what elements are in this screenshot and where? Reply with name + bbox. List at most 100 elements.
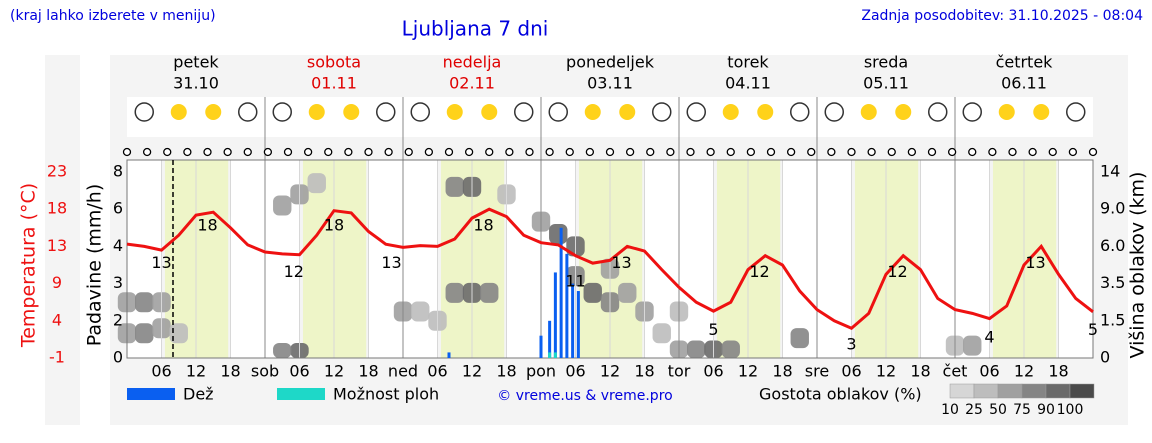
evening-stripe bbox=[920, 160, 955, 358]
wind-calm bbox=[565, 147, 574, 157]
day-name: sobota bbox=[307, 53, 361, 72]
night-stripe bbox=[955, 160, 990, 358]
wind-calm bbox=[1008, 147, 1017, 157]
x-tick-label: 06 bbox=[703, 362, 723, 381]
temp-label: 13 bbox=[381, 253, 401, 272]
x-tick-label: 06 bbox=[565, 362, 585, 381]
legend-label: Možnost ploh bbox=[333, 385, 439, 404]
x-tick-label: 18 bbox=[496, 362, 516, 381]
wind-calm bbox=[746, 147, 756, 157]
wind-calm bbox=[646, 147, 655, 157]
x-tick-label: 18 bbox=[772, 362, 792, 381]
evening-stripe bbox=[1058, 160, 1093, 358]
moon-icon bbox=[790, 102, 810, 122]
wind-calm bbox=[525, 147, 534, 157]
x-tick-label: 18 bbox=[358, 362, 378, 381]
precip-bar bbox=[553, 352, 557, 358]
y2-axis-title: Višina oblakov (km) bbox=[1127, 172, 1149, 359]
moon-icon bbox=[824, 102, 844, 122]
y2-tick-label: 9.0 bbox=[1100, 199, 1125, 218]
sun-icon bbox=[1033, 104, 1050, 120]
wind-calm bbox=[988, 147, 997, 157]
wind-calm bbox=[686, 147, 695, 157]
x-tick-label: ned bbox=[388, 362, 418, 381]
night-stripe bbox=[679, 160, 714, 358]
wind-calm bbox=[485, 147, 494, 157]
y-tick-label: 3 bbox=[113, 273, 123, 292]
x-tick-label: 12 bbox=[186, 362, 206, 381]
cloud-scale-swatch bbox=[949, 383, 975, 399]
temp-label: 11 bbox=[565, 272, 585, 291]
wind-calm bbox=[424, 147, 434, 157]
cloud-scale-swatch bbox=[1045, 383, 1071, 399]
y-tick-label: 0 bbox=[113, 348, 123, 367]
x-tick-label: 18 bbox=[910, 362, 930, 381]
wind-calm bbox=[404, 147, 413, 157]
day-date: 31.10 bbox=[173, 74, 219, 93]
wind-calm bbox=[505, 147, 514, 157]
day-date: 04.11 bbox=[725, 74, 771, 93]
x-tick-label: 18 bbox=[634, 362, 654, 381]
wind-calm bbox=[263, 147, 273, 157]
wind-calm bbox=[968, 147, 977, 157]
day-band bbox=[992, 160, 1057, 358]
wind-calm bbox=[444, 147, 454, 157]
cloud-scale-label: 50 bbox=[989, 402, 1007, 418]
sun-icon bbox=[722, 104, 739, 120]
sun-icon bbox=[343, 104, 360, 120]
x-tick-label: tor bbox=[668, 362, 691, 381]
y2-tick-label: 0 bbox=[1100, 348, 1110, 367]
wind-calm bbox=[927, 147, 937, 157]
sun-icon bbox=[308, 104, 325, 120]
cloud-cell bbox=[169, 323, 188, 344]
temp-label: 3 bbox=[846, 335, 856, 354]
wind-calm bbox=[1028, 147, 1037, 157]
day-date: 01.11 bbox=[311, 74, 357, 93]
temp-tick-label: 4 bbox=[52, 310, 62, 329]
day-name: ponedeljek bbox=[566, 53, 655, 72]
cloud-legend-title: Gostota oblakov (%) bbox=[759, 385, 922, 404]
moon-icon bbox=[376, 102, 396, 122]
cloud-scale-swatch bbox=[997, 383, 1023, 399]
precip-bar bbox=[447, 352, 451, 358]
wind-calm bbox=[344, 147, 353, 157]
cloud-cell bbox=[445, 176, 464, 197]
cloud-scale-label: 75 bbox=[1013, 402, 1031, 418]
x-tick-label: čet bbox=[943, 362, 968, 381]
x-tick-label: 18 bbox=[220, 362, 240, 381]
wind-calm bbox=[203, 147, 212, 157]
wind-calm bbox=[1048, 147, 1057, 157]
temp-label: 13 bbox=[1025, 253, 1045, 272]
x-tick-label: 12 bbox=[600, 362, 620, 381]
x-tick-label: 18 bbox=[1048, 362, 1068, 381]
cloud-cell bbox=[135, 323, 154, 344]
precip-bar bbox=[565, 253, 569, 358]
day-name: četrtek bbox=[996, 53, 1054, 72]
temp-axis-title: Temperatura (°C) bbox=[18, 183, 40, 348]
cloud-cell bbox=[273, 343, 292, 358]
temp-tick-label: 9 bbox=[52, 273, 62, 292]
y-axis-title: Padavine (mm/h) bbox=[84, 184, 106, 347]
moon-icon bbox=[686, 102, 706, 122]
wind-calm bbox=[907, 147, 917, 157]
sun-icon bbox=[895, 104, 912, 120]
x-tick-label: sob bbox=[251, 362, 279, 381]
wind-calm bbox=[666, 147, 675, 157]
wind-calm bbox=[766, 147, 776, 157]
temp-label: 18 bbox=[197, 216, 217, 235]
cloud-cell bbox=[411, 301, 430, 322]
precip-bar bbox=[548, 320, 552, 358]
temp-label: 5 bbox=[1088, 320, 1098, 339]
x-tick-label: sre bbox=[805, 362, 829, 381]
legend-swatch bbox=[127, 388, 175, 400]
day-date: 03.11 bbox=[587, 74, 633, 93]
day-date: 05.11 bbox=[863, 74, 909, 93]
wind-calm bbox=[807, 147, 816, 157]
cloud-cell bbox=[652, 323, 671, 344]
cloud-scale-label: 100 bbox=[1057, 402, 1084, 418]
icon-row bbox=[127, 97, 1093, 137]
cloud-scale-swatch bbox=[973, 383, 999, 399]
temp-label: 12 bbox=[749, 262, 769, 281]
temp-label: 18 bbox=[324, 216, 344, 235]
